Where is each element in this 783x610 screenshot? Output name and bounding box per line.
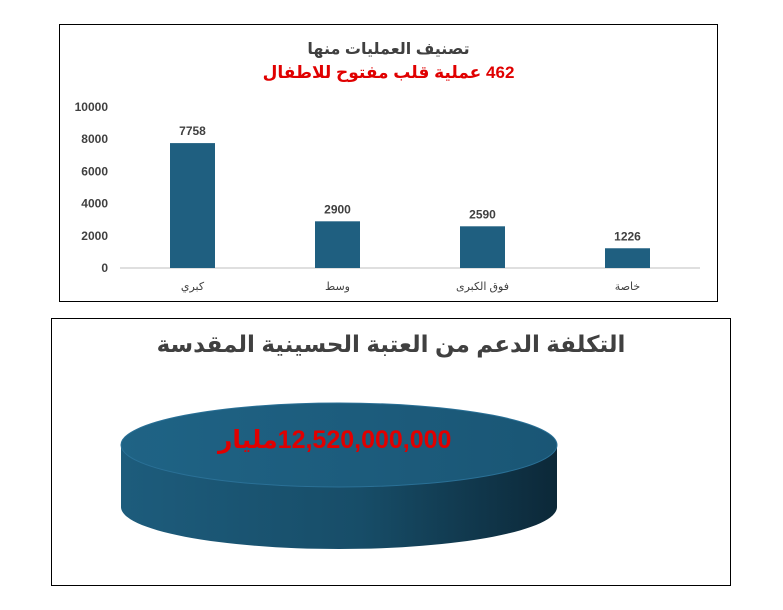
- y-tick-label: 8000: [81, 132, 108, 146]
- bar-chart: 0 2000 4000 6000 8000 10000 7758 كبري 2900 وسط 25…: [75, 100, 700, 293]
- bar-chart-panel: تصنيف العمليات منها 462 عملية قلب مفتوح …: [59, 24, 718, 302]
- y-tick-label: 0: [101, 261, 108, 275]
- bar: [170, 143, 215, 268]
- pie-slice-side: [121, 445, 557, 549]
- pie-chart: [120, 402, 558, 549]
- x-tick-label: كبري: [181, 281, 205, 293]
- y-tick-label: 4000: [81, 197, 108, 211]
- data-label: 1226: [614, 229, 641, 243]
- pie-slice: [120, 402, 558, 488]
- pie-chart-title: التكلفة الدعم من العتبة الحسينية المقدسة: [156, 331, 626, 357]
- x-tick-label: فوق الكبرى: [456, 281, 509, 293]
- y-tick-label: 2000: [81, 229, 108, 243]
- chart-subtitle: 462 عملية قلب مفتوح للاطفال: [262, 63, 515, 82]
- bar: [605, 248, 650, 268]
- bar: [315, 221, 360, 268]
- data-label: 2590: [469, 207, 496, 221]
- x-tick-label: وسط: [325, 281, 350, 293]
- x-tick-label: خاصة: [615, 281, 640, 293]
- data-label: 2900: [324, 202, 351, 216]
- pie-slice-label: 12,520,000,000مليار: [218, 426, 452, 454]
- bar: [460, 226, 505, 268]
- pie-chart-panel: التكلفة الدعم من العتبة الحسينية المقدسة…: [51, 318, 731, 586]
- data-label: 7758: [179, 124, 206, 138]
- y-tick-label: 10000: [75, 100, 109, 114]
- y-tick-label: 6000: [81, 164, 108, 178]
- chart-title: تصنيف العمليات منها: [307, 41, 470, 58]
